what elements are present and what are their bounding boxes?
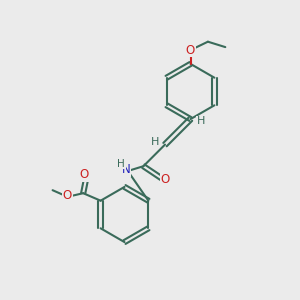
Text: O: O bbox=[160, 173, 169, 186]
Text: N: N bbox=[122, 163, 130, 176]
Text: H: H bbox=[117, 159, 125, 169]
Text: O: O bbox=[80, 168, 89, 181]
Text: H: H bbox=[197, 116, 205, 127]
Text: O: O bbox=[186, 44, 195, 57]
Text: O: O bbox=[63, 189, 72, 203]
Text: H: H bbox=[151, 137, 160, 147]
